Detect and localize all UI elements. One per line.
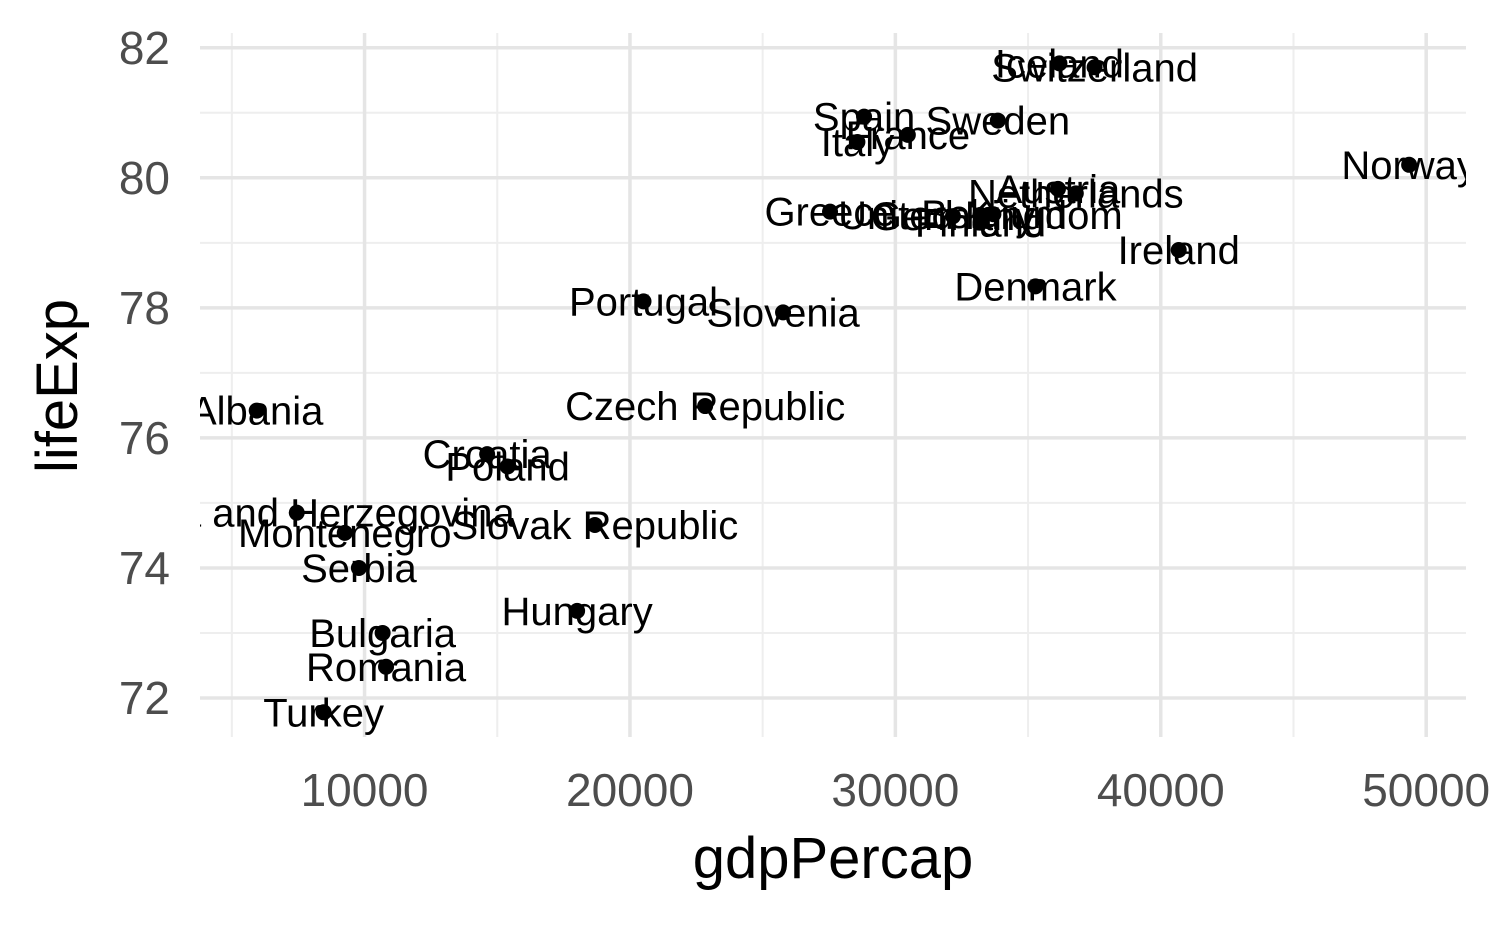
data-points [248, 55, 1418, 721]
data-point [635, 293, 652, 310]
data-point-label: Ireland [1118, 229, 1240, 273]
data-point-label: Germany [871, 195, 1036, 239]
data-point-label: Denmark [954, 265, 1117, 309]
x-tick-label: 40000 [1097, 764, 1225, 816]
data-point [775, 304, 792, 321]
x-axis-title: gdpPercap [693, 826, 974, 891]
data-point-label: Spain [813, 96, 915, 140]
data-point [315, 704, 332, 721]
data-point-label: Sweden [926, 100, 1071, 144]
data-point-label: Croatia [423, 433, 553, 477]
data-point [248, 402, 265, 419]
data-point-label: Austria [996, 168, 1121, 212]
minor-gridlines [200, 33, 1466, 737]
data-point-label: Portugal [569, 280, 718, 324]
data-point-label: Belgium [921, 193, 1066, 237]
data-point [378, 658, 395, 675]
x-tick-label: 10000 [301, 764, 429, 816]
data-point [989, 112, 1006, 129]
data-point [499, 458, 516, 475]
data-point [822, 203, 839, 220]
data-point [972, 214, 989, 231]
x-axis-ticks: 10000 20000 30000 40000 50000 [301, 764, 1491, 816]
data-point-label: Czech Republic [565, 385, 845, 429]
data-point [1067, 185, 1084, 202]
data-point-label: Poland [445, 446, 570, 490]
data-point-label: Bulgaria [309, 612, 457, 656]
data-point [1027, 278, 1044, 295]
y-tick-label: 74 [119, 542, 170, 594]
y-tick-label: 76 [119, 412, 170, 464]
data-point [697, 398, 714, 415]
y-tick-label: 78 [119, 282, 170, 334]
data-point [1049, 180, 1066, 197]
data-point-label: Turkey [263, 691, 384, 735]
major-gridlines [200, 33, 1466, 737]
data-point [1051, 55, 1068, 72]
data-point-label: Montenegro [238, 512, 451, 556]
x-tick-label: 20000 [566, 764, 694, 816]
data-point [944, 208, 961, 225]
data-point [586, 517, 603, 534]
data-point [288, 504, 305, 521]
data-point-label: Greece [764, 191, 895, 235]
data-point-label: Iceland [995, 42, 1124, 86]
x-tick-label: 30000 [831, 764, 959, 816]
y-axis-ticks: 72 74 76 78 80 82 [119, 22, 170, 724]
data-point [849, 134, 866, 151]
data-point [479, 446, 496, 463]
x-tick-label: 50000 [1362, 764, 1490, 816]
data-point-label: Romania [306, 646, 467, 690]
data-point [985, 206, 1002, 223]
data-point-label: Bosnia and Herzegovina [79, 492, 516, 536]
data-point-label: Norway [1341, 144, 1477, 188]
data-point-label: Italy [821, 121, 894, 165]
y-axis-title: lifeExp [25, 299, 90, 473]
y-tick-label: 82 [119, 22, 170, 74]
data-point [899, 126, 916, 143]
data-point [569, 602, 586, 619]
data-point [336, 524, 353, 541]
y-tick-label: 72 [119, 672, 170, 724]
data-point [1170, 241, 1187, 258]
data-point-label: Hungary [502, 590, 653, 634]
data-point-label: Albania [190, 390, 324, 434]
data-point [1401, 156, 1418, 173]
data-point-label: Slovak Republic [451, 504, 738, 548]
data-point-label: Netherlands [968, 172, 1184, 216]
data-point-label: Switzerland [991, 46, 1198, 90]
data-point-label: Serbia [301, 547, 417, 591]
data-point [1086, 59, 1103, 76]
y-tick-label: 80 [119, 152, 170, 204]
data-point-label: United Kingdom [838, 194, 1123, 238]
data-point-label: Slovenia [706, 291, 860, 335]
data-point [374, 624, 391, 641]
data-point [856, 108, 873, 125]
data-point-label: France [846, 114, 971, 158]
data-point-label: Finland [915, 202, 1046, 246]
data-point [350, 559, 367, 576]
